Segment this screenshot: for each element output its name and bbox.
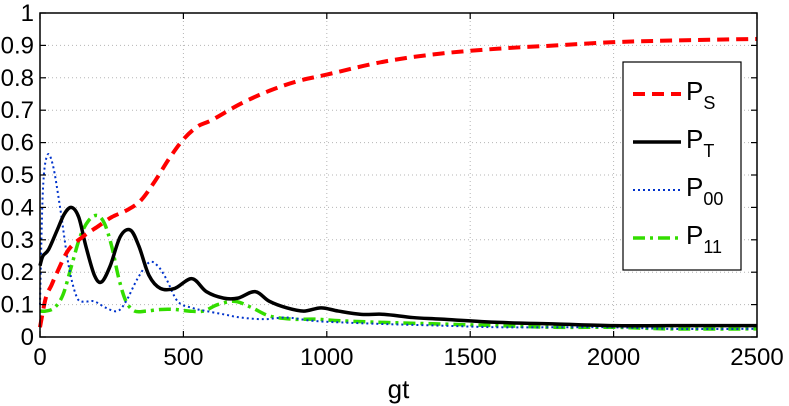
y-tick-label: 0.3 xyxy=(1,227,34,254)
x-tick-label: 0 xyxy=(33,344,46,371)
y-tick-label: 0.5 xyxy=(1,162,34,189)
axis-ticks: 0 500 1000 1500 2000 2500 0 0.1 0.2 0.3 0.4 0.5 0.6 0… xyxy=(1,0,784,371)
y-tick-label: 0 xyxy=(21,324,34,351)
x-tick-label: 1500 xyxy=(444,344,497,371)
y-tick-label: 1 xyxy=(21,0,34,27)
x-tick-label: 2500 xyxy=(730,344,783,371)
x-tick-label: 2000 xyxy=(587,344,640,371)
y-tick-label: 0.4 xyxy=(1,194,34,221)
y-tick-label: 0.6 xyxy=(1,130,34,157)
y-tick-label: 0.2 xyxy=(1,259,34,286)
legend-label-p11: P11 xyxy=(686,220,722,257)
x-tick-label: 1000 xyxy=(300,344,353,371)
legend-label-p00: P00 xyxy=(686,172,723,209)
series-line-p00 xyxy=(39,153,758,331)
y-tick-label: 0.1 xyxy=(1,292,34,319)
legend: PS PT P00 P11 xyxy=(622,61,742,271)
series-line-pt xyxy=(38,205,757,328)
legend-label-ps: PS xyxy=(686,76,715,113)
y-tick-label: 0.7 xyxy=(1,97,34,124)
x-axis-label: gt xyxy=(388,374,410,404)
y-tick-label: 0.8 xyxy=(1,65,34,92)
x-tick-label: 500 xyxy=(163,344,203,371)
series-line-ps xyxy=(38,36,758,328)
legend-label-pt: PT xyxy=(686,124,714,161)
series-layer xyxy=(38,36,758,331)
y-tick-label: 0.9 xyxy=(1,32,34,59)
legend-box xyxy=(622,61,742,271)
